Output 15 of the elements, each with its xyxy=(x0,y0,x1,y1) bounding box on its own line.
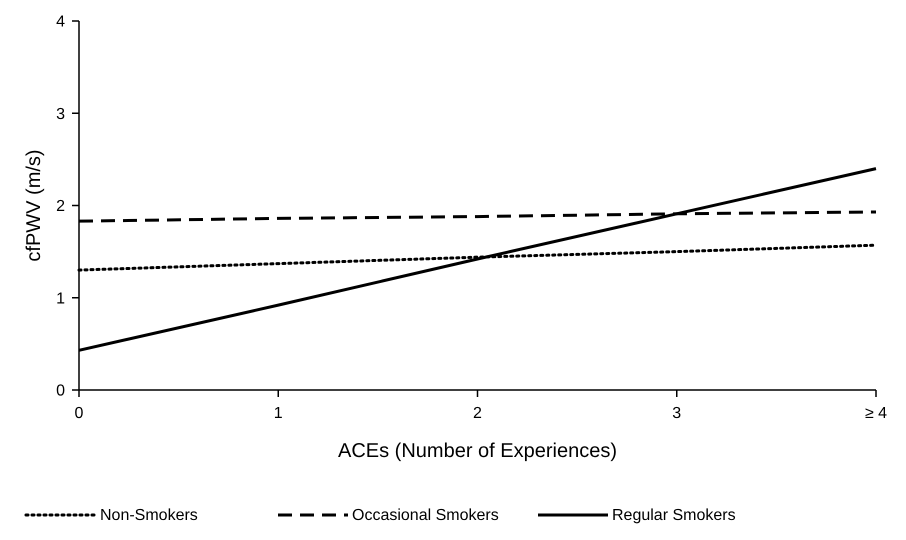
y-axis-title: cfPWV (m/s) xyxy=(23,149,45,262)
y-tick-label: 0 xyxy=(56,382,66,400)
legend-label: Occasional Smokers xyxy=(352,507,499,524)
x-tick-label: 0 xyxy=(74,405,84,422)
x-tick-label: 1 xyxy=(274,405,283,422)
x-tick-label: 3 xyxy=(672,405,682,422)
legend-label: Non-Smokers xyxy=(100,507,198,524)
y-tick-label: 3 xyxy=(56,106,66,123)
y-tick-label: 2 xyxy=(56,198,66,216)
legend-label: Regular Smokers xyxy=(612,507,736,524)
x-tick-label: ≥ 4 xyxy=(864,405,888,422)
y-tick-label: 1 xyxy=(56,290,66,308)
x-axis-title: ACEs (Number of Experiences) xyxy=(338,440,617,462)
x-tick-label: 2 xyxy=(473,405,482,422)
y-tick-label: 4 xyxy=(56,14,66,31)
